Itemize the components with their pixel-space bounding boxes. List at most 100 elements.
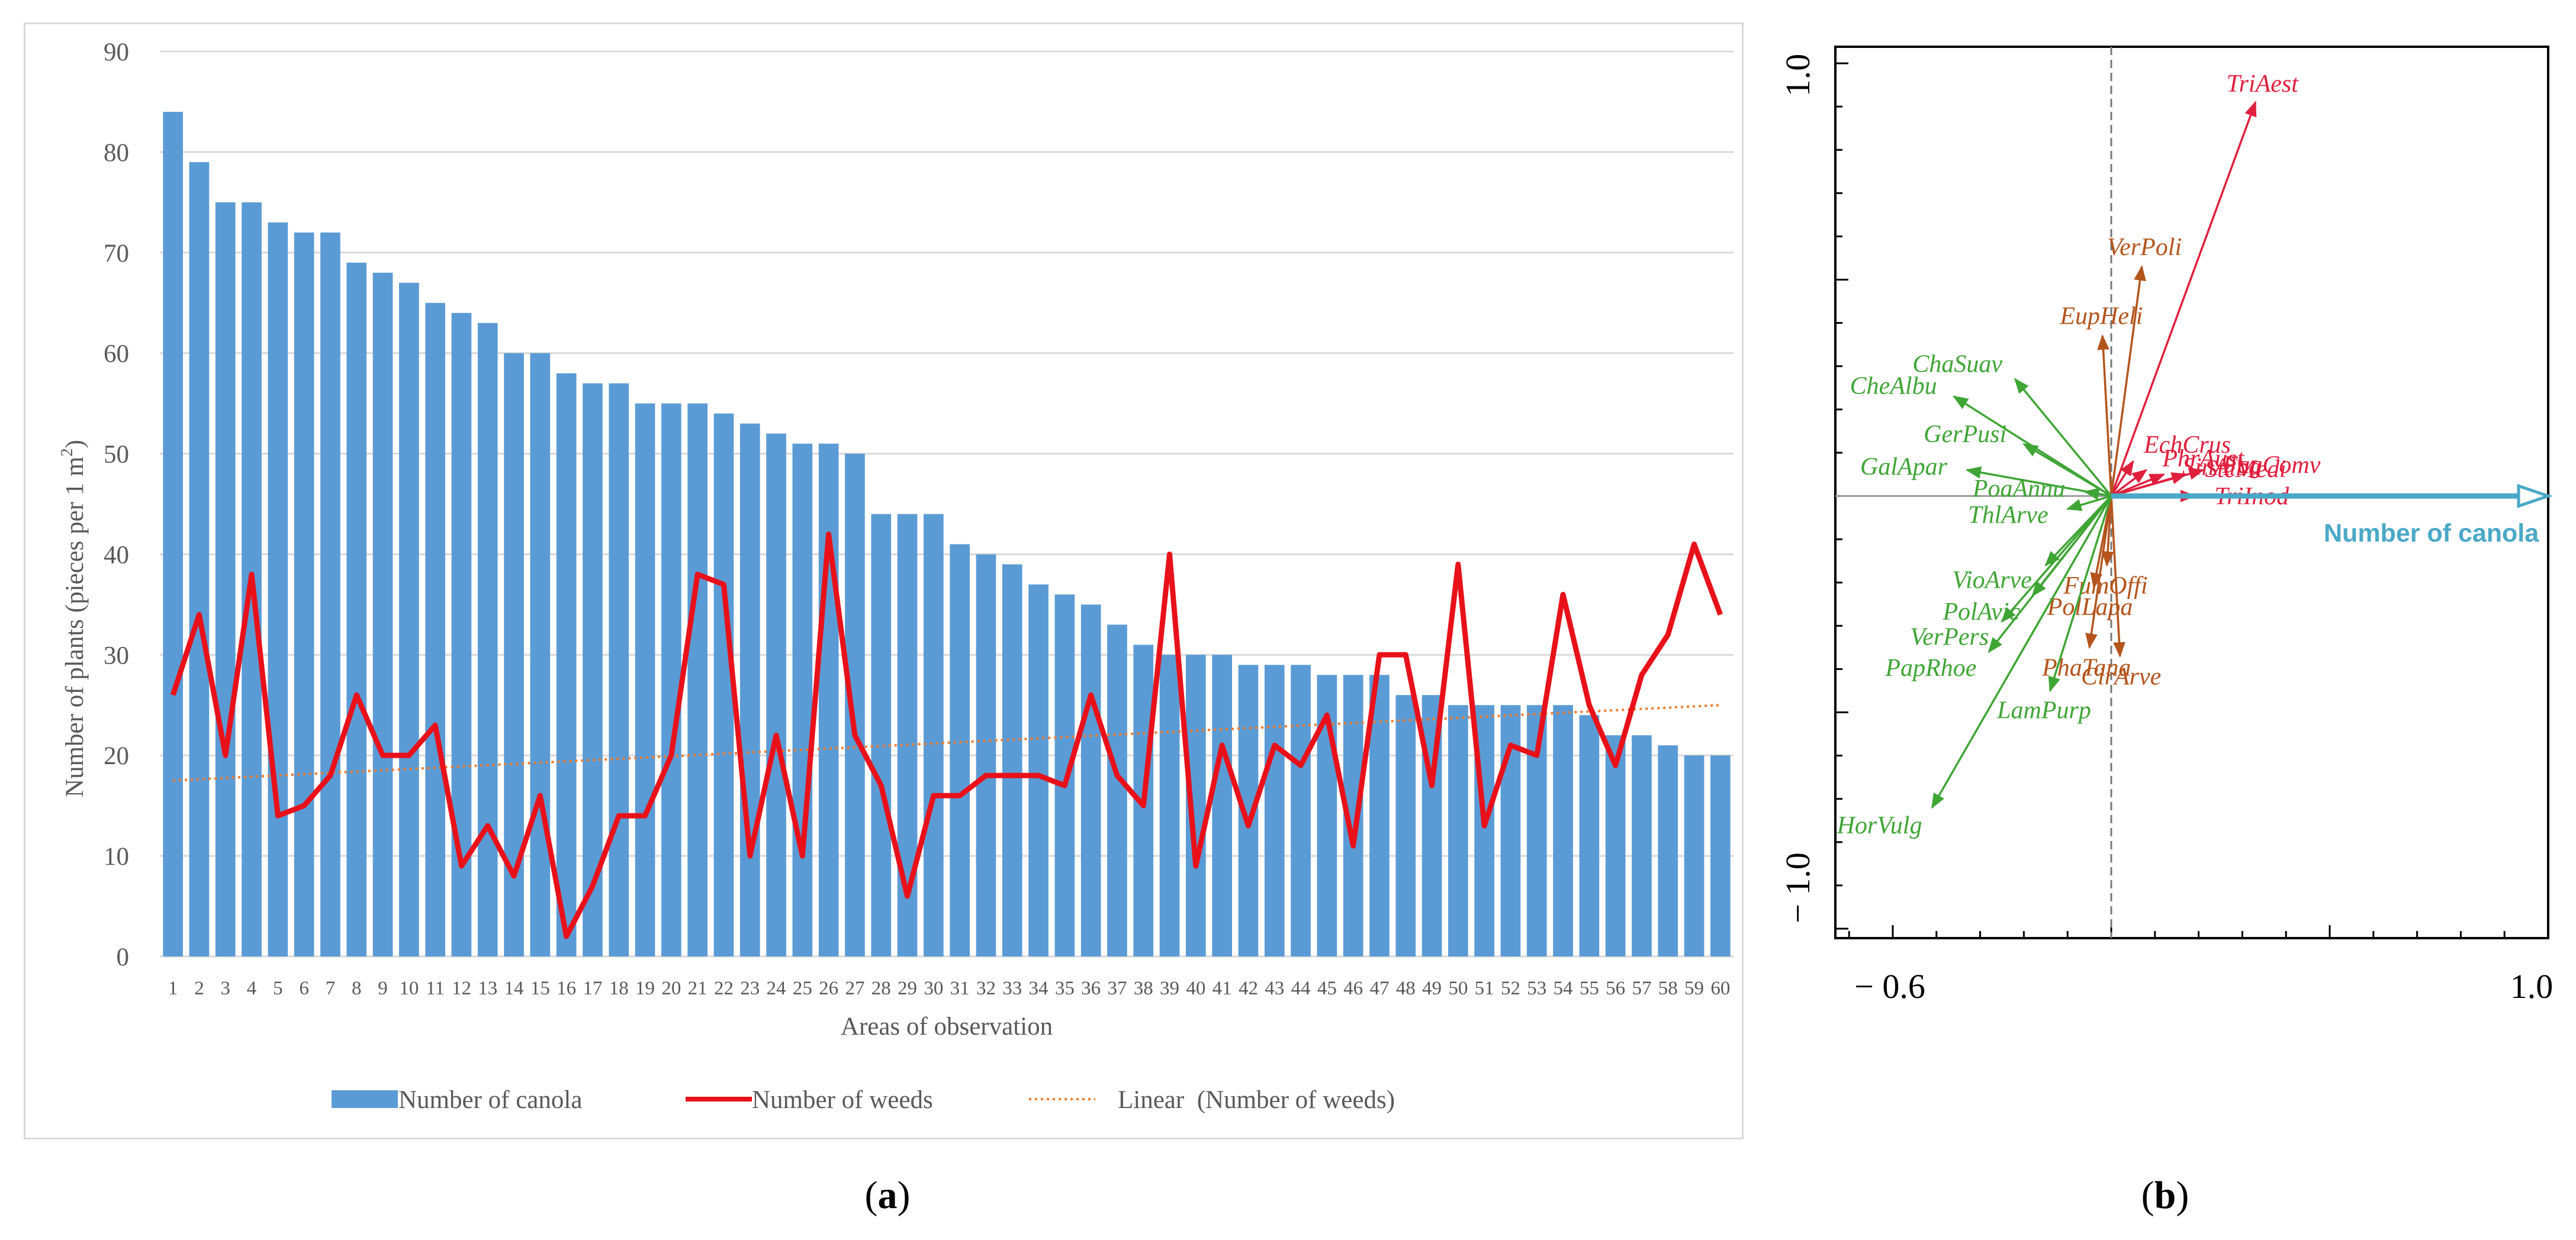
bar xyxy=(1658,745,1678,956)
species-label: LamPurp xyxy=(1996,697,2091,724)
bar xyxy=(1291,665,1311,956)
arrow-horvulg xyxy=(1931,495,2112,809)
bar xyxy=(189,162,210,956)
bar xyxy=(530,353,551,956)
bar xyxy=(1579,715,1600,956)
x-tick-label: 25 xyxy=(793,978,812,999)
x-tick-label: 18 xyxy=(609,978,629,999)
species-label: SinAlba xyxy=(2182,453,2261,481)
bar xyxy=(687,403,707,956)
x-tick-label: 28 xyxy=(871,978,891,999)
arrow-phatana-head xyxy=(2085,633,2098,649)
species-label: FumOffi xyxy=(2063,572,2147,600)
x-tick-label: 22 xyxy=(714,978,734,999)
bar xyxy=(294,232,314,956)
x-tick-label: 17 xyxy=(583,978,602,999)
arrow-gerpusi-head xyxy=(2022,443,2039,457)
species-label: VerPers xyxy=(1910,624,1989,651)
species-label: PoaAnnu xyxy=(1972,475,2065,503)
x-tick-label: 50 xyxy=(1448,978,1468,999)
species-label: GalApar xyxy=(1860,453,1948,481)
x-tick-label: 42 xyxy=(1239,978,1258,999)
bar xyxy=(871,514,892,956)
bar xyxy=(1553,705,1573,956)
y-tick-label: 40 xyxy=(104,541,129,569)
x-tick-label: 27 xyxy=(845,978,864,999)
species-label: CirArve xyxy=(2081,663,2161,690)
arrow-cirarve xyxy=(2110,495,2121,656)
x-tick-label: 53 xyxy=(1527,978,1546,999)
arrow-gerpusi xyxy=(2023,443,2112,497)
x-tick-label: 46 xyxy=(1343,978,1363,999)
bar xyxy=(215,202,236,956)
caption-b: (b) xyxy=(2141,1174,2189,1217)
arrow-chasuav xyxy=(2014,378,2112,497)
x-tick-label: 9 xyxy=(378,978,388,999)
arrow-eupheli-head xyxy=(2097,334,2109,350)
arrow-stemedi-head xyxy=(2170,472,2188,484)
bar xyxy=(320,232,340,956)
x-tick-label: 2 xyxy=(194,978,204,999)
bar xyxy=(1395,695,1416,956)
y-axis-label: Number of plants (pieces per 1 m2) xyxy=(58,440,89,797)
arrow-verpoli xyxy=(2110,266,2143,497)
x-tick-label: 44 xyxy=(1291,978,1311,999)
bar xyxy=(1080,604,1101,956)
species-label: EchCrus xyxy=(2143,431,2231,459)
bar xyxy=(609,383,629,956)
x-tick-label: 60 xyxy=(1710,978,1730,999)
x-tick-label: 32 xyxy=(976,978,996,999)
x-tick-label: 34 xyxy=(1029,978,1049,999)
arrow-phraust-head xyxy=(2131,469,2148,484)
y-tick-label: 0 xyxy=(117,943,130,971)
arrow-thlarve-head xyxy=(2066,499,2083,511)
bar xyxy=(924,514,944,956)
x-tick-label: 59 xyxy=(1684,978,1704,999)
species-label: SteMedi xyxy=(2205,456,2286,483)
arrow-chasuav-head xyxy=(2014,378,2029,394)
bar xyxy=(1632,735,1652,956)
arrow-paprhoe-head xyxy=(1988,637,2002,653)
legend: Number of canola Number of weeds Linear … xyxy=(332,1086,1395,1114)
bar xyxy=(372,272,393,956)
species-label: PhrAust xyxy=(2162,445,2244,472)
x-tick-label: 16 xyxy=(557,978,576,999)
arrow-triaest xyxy=(2110,102,2257,497)
bar xyxy=(1212,655,1232,956)
bar xyxy=(163,111,183,956)
bar xyxy=(1264,665,1285,956)
arrow-fumoffi-head xyxy=(2101,551,2114,567)
species-label: EupHeli xyxy=(2059,303,2143,330)
trendline xyxy=(173,704,1720,782)
x-tick-label: 35 xyxy=(1055,978,1075,999)
bar xyxy=(425,302,445,957)
y-tick-label: 50 xyxy=(104,441,129,469)
y-tick-label: 60 xyxy=(104,340,129,368)
species-label: VerPoli xyxy=(2107,234,2182,261)
x-tick-label: 38 xyxy=(1134,978,1153,999)
x-tick-label: 52 xyxy=(1501,978,1520,999)
x-tick-label: 23 xyxy=(740,978,760,999)
species-label: PapRhoe xyxy=(1884,655,1976,682)
bar xyxy=(713,413,734,956)
x-tick-label: 47 xyxy=(1369,978,1389,999)
legend-label-weeds: Number of weeds xyxy=(752,1086,933,1114)
x-tick-label: 39 xyxy=(1160,978,1179,999)
arrow-sinalba-head xyxy=(2149,474,2166,485)
x-tick-label: 57 xyxy=(1632,978,1651,999)
bar xyxy=(1002,564,1022,956)
x-tick-label: 20 xyxy=(661,978,681,999)
x-tick-label: 45 xyxy=(1317,978,1337,999)
x-tick-label: 30 xyxy=(924,978,943,999)
bar xyxy=(635,403,655,956)
species-label: TriAest xyxy=(2227,70,2300,98)
canola-arrow-head xyxy=(2517,484,2553,508)
bar xyxy=(1605,735,1626,956)
species-label: HorVulg xyxy=(1837,812,1922,839)
x-tick-label: 19 xyxy=(635,978,655,999)
x-tick-label: 14 xyxy=(504,978,524,999)
x-tick-label-min: − 0.6 xyxy=(1854,967,1925,1006)
weeds-line xyxy=(170,532,1723,939)
bar xyxy=(739,423,760,956)
